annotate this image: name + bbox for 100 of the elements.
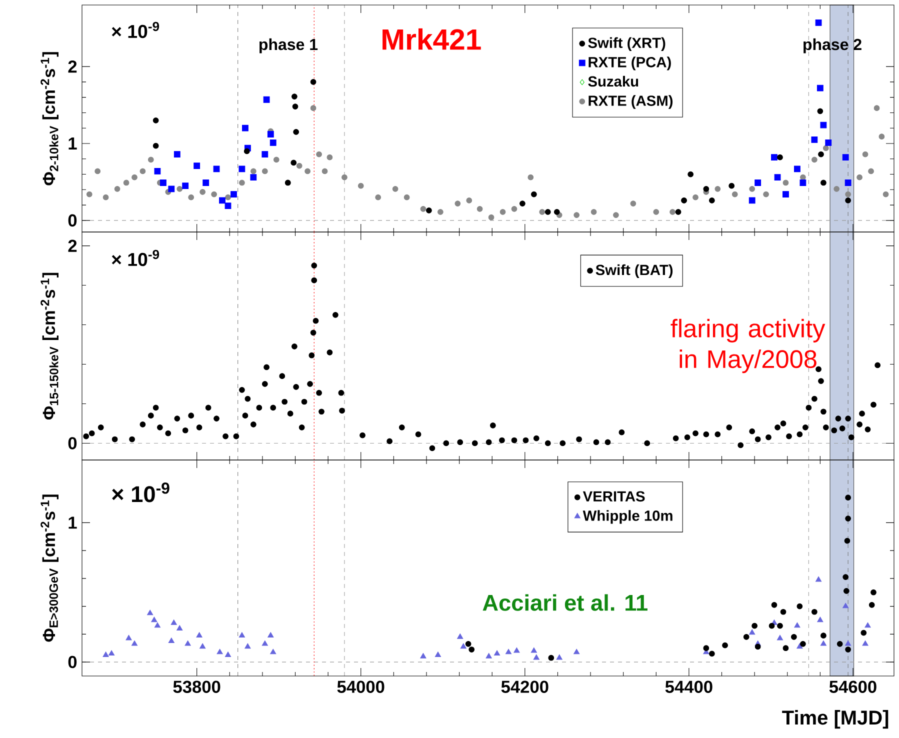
- point: [420, 653, 426, 658]
- point: [262, 151, 268, 158]
- point: [768, 622, 775, 629]
- y-tick-label: 1: [68, 516, 77, 529]
- y-tick-label: 0: [68, 214, 77, 227]
- point: [533, 654, 540, 660]
- point: [238, 166, 246, 172]
- annotation: × 10$^{-9}$: [112, 482, 170, 502]
- point: [794, 166, 800, 172]
- point: [790, 634, 797, 640]
- legend-label: Whipple 10m: [582, 510, 672, 524]
- point: [426, 208, 432, 214]
- point: [777, 622, 783, 629]
- point: [293, 129, 300, 135]
- point: [554, 209, 560, 215]
- point: [771, 154, 778, 161]
- point: [213, 166, 220, 172]
- point: [820, 640, 826, 646]
- point: [703, 186, 710, 192]
- legend-label: Suzaku: [588, 76, 638, 87]
- point: [194, 162, 200, 170]
- point: [468, 646, 475, 652]
- point: [796, 643, 803, 649]
- point: [816, 84, 824, 92]
- point: [556, 654, 562, 660]
- point: [776, 634, 784, 640]
- point: [224, 652, 232, 657]
- point: [820, 122, 827, 128]
- point: [820, 180, 826, 186]
- annotation: × 10$^{-9}$: [112, 22, 160, 38]
- x-tick-label: 54400: [665, 680, 712, 693]
- point: [845, 646, 851, 652]
- y-tick-label: 1: [68, 138, 77, 150]
- x-tick-label: 54600: [829, 680, 876, 693]
- point: [460, 643, 466, 649]
- point: [708, 650, 715, 657]
- point: [845, 516, 851, 522]
- legend-label: RXTE (ASM): [588, 95, 673, 109]
- point: [817, 616, 824, 622]
- point: [486, 653, 492, 658]
- point: [267, 131, 274, 138]
- point: [771, 602, 778, 608]
- y-axis-title: Φ$_{E>300GeV}$ [cm$^{-2}$s$^{-1}$]: [40, 494, 59, 642]
- point: [200, 643, 206, 649]
- point: [182, 182, 189, 190]
- point: [230, 191, 237, 198]
- point: [796, 603, 803, 610]
- annotation: Acciari et al. 11: [482, 594, 648, 611]
- y-axis-title: Φ$_{15-150keV}$ [cm$^{-2}$s$^{-1}$]: [40, 272, 59, 420]
- point: [270, 648, 276, 654]
- x-tick-label: 54200: [501, 680, 548, 693]
- point: [574, 648, 580, 654]
- point: [219, 197, 226, 204]
- point: [102, 652, 109, 657]
- point: [494, 650, 500, 656]
- point: [238, 632, 245, 638]
- point: [675, 209, 682, 215]
- point: [160, 180, 166, 186]
- point: [268, 632, 274, 638]
- point: [250, 174, 257, 181]
- legend-label: RXTE (PCA): [588, 56, 671, 70]
- point: [216, 648, 223, 654]
- point: [152, 117, 159, 124]
- text: Mrk421: [382, 28, 481, 50]
- point: [836, 640, 843, 647]
- point: [548, 654, 554, 661]
- point: [743, 634, 750, 640]
- point: [126, 634, 132, 640]
- point: [530, 191, 537, 198]
- point: [310, 79, 316, 85]
- annotation: phase 1: [260, 38, 318, 54]
- point: [262, 640, 268, 646]
- point: [708, 198, 715, 204]
- y-tick-label: 0: [68, 437, 77, 450]
- legend-label: Swift (XRT): [588, 37, 666, 51]
- point: [434, 652, 442, 657]
- point: [505, 648, 512, 654]
- point: [174, 151, 180, 158]
- point: [845, 640, 852, 646]
- point: [815, 576, 822, 582]
- point: [520, 200, 526, 206]
- point: [224, 202, 232, 210]
- point: [151, 616, 158, 622]
- point: [752, 622, 758, 629]
- point: [782, 645, 789, 652]
- point: [202, 180, 210, 186]
- point: [703, 645, 710, 652]
- point: [845, 198, 851, 204]
- point: [864, 622, 871, 628]
- point: [184, 640, 191, 646]
- point: [845, 494, 851, 501]
- point: [270, 140, 276, 146]
- point: [820, 632, 826, 639]
- annotation: flaring activity in May/2008: [670, 318, 826, 374]
- point: [774, 174, 781, 181]
- y-tick-label: 2: [68, 240, 77, 252]
- point: [842, 154, 849, 161]
- point: [754, 644, 761, 650]
- point: [818, 151, 824, 158]
- x-tick-label: 53800: [173, 680, 220, 693]
